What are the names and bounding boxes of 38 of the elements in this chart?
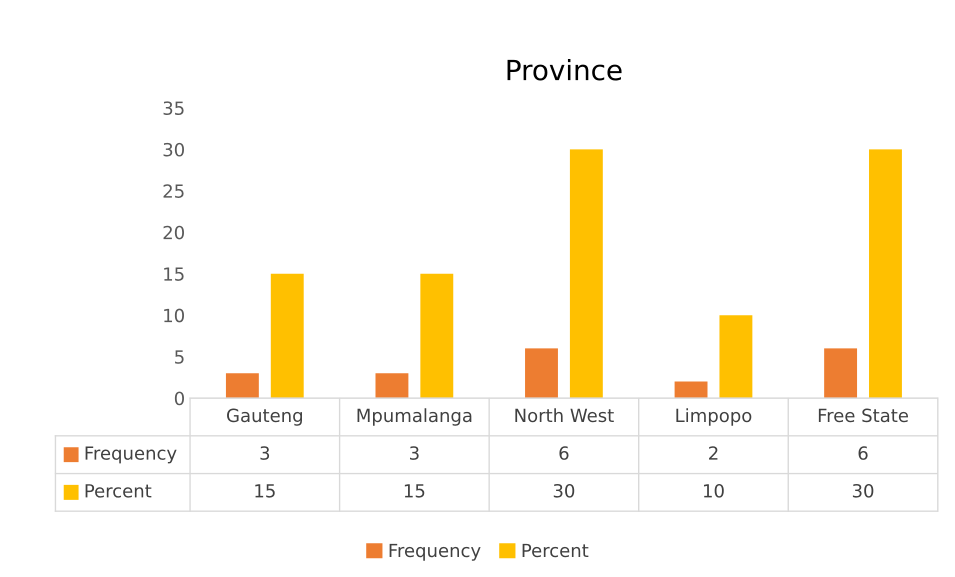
data-label: 3 bbox=[410, 446, 419, 460]
y-tick-label: 10 bbox=[164, 308, 184, 322]
chart-title: Province bbox=[508, 59, 622, 81]
bar bbox=[375, 373, 408, 398]
x-tick-label: Free State bbox=[818, 408, 908, 422]
y-tick-label: 35 bbox=[164, 101, 184, 116]
data-label: 2 bbox=[709, 446, 718, 460]
data-label: 6 bbox=[858, 446, 868, 460]
legend-label: Percent bbox=[522, 544, 588, 558]
text: Frequency bbox=[390, 544, 481, 561]
bar bbox=[719, 315, 752, 398]
data-label: 6 bbox=[559, 446, 569, 460]
bar bbox=[824, 348, 858, 398]
data-label: 10 bbox=[704, 484, 724, 498]
data-label: 30 bbox=[554, 484, 574, 498]
bar bbox=[570, 149, 603, 398]
y-tick-label: 25 bbox=[164, 184, 184, 198]
bar bbox=[270, 274, 304, 398]
bar bbox=[226, 373, 259, 398]
x-tick-label: North West bbox=[515, 408, 614, 422]
x-tick-label: Limpopo bbox=[676, 408, 752, 426]
x-tick-label: Mpumalanga bbox=[358, 408, 472, 426]
legend-label: Frequency bbox=[86, 446, 177, 464]
y-tick-label: 5 bbox=[175, 350, 184, 364]
x-tick-label: Gauteng bbox=[227, 408, 302, 426]
y-tick-label: 15 bbox=[164, 267, 184, 281]
data-label: 3 bbox=[260, 446, 270, 460]
bar bbox=[525, 348, 558, 398]
data-label: 15 bbox=[404, 484, 424, 498]
data-label: 30 bbox=[852, 484, 874, 498]
bar bbox=[420, 274, 454, 398]
data-label: 15 bbox=[255, 484, 275, 498]
y-tick-label: 0 bbox=[174, 392, 184, 406]
y-tick-label: 20 bbox=[164, 226, 184, 240]
y-tick-label: 30 bbox=[164, 142, 184, 156]
text: Percent bbox=[86, 484, 152, 498]
bar bbox=[674, 382, 708, 398]
bar bbox=[869, 149, 902, 398]
